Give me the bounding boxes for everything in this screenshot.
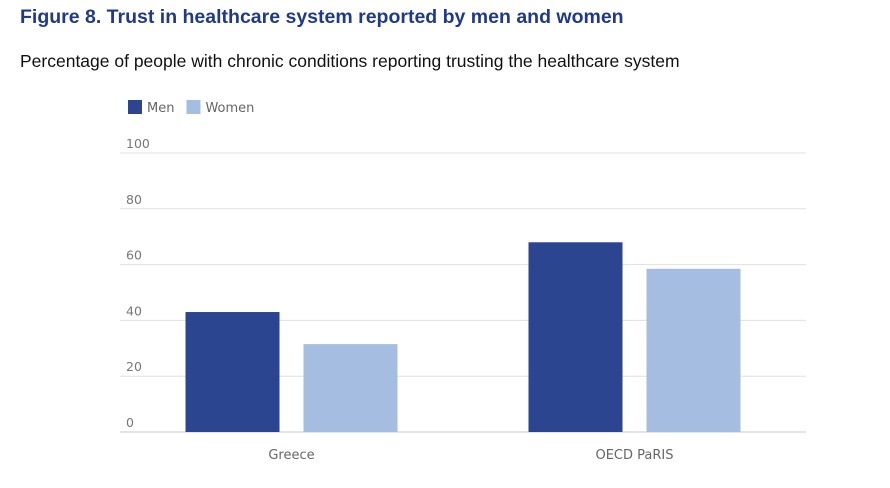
figure-subtitle: Percentage of people with chronic condit… xyxy=(20,51,680,71)
y-tick-label: 80 xyxy=(126,192,142,207)
legend-label-men: Men xyxy=(147,101,174,116)
figure-title: Figure 8. Trust in healthcare system rep… xyxy=(20,6,624,28)
y-tick-label: 20 xyxy=(126,359,142,374)
x-tick-label: Greece xyxy=(268,448,314,463)
bar-men-oecd-paris xyxy=(528,242,623,432)
legend: Men Women xyxy=(128,100,254,116)
x-tick-label: OECD PaRIS xyxy=(595,448,673,463)
y-tick-label: 40 xyxy=(126,303,142,318)
bars xyxy=(185,242,741,432)
bar-women-oecd-paris xyxy=(646,268,741,432)
bar-men-greece xyxy=(185,312,280,432)
legend-swatch-men xyxy=(128,100,142,114)
y-axis-ticks: 0 20 40 60 80 100 xyxy=(126,136,150,430)
y-tick-label: 0 xyxy=(126,415,134,430)
legend-label-women: Women xyxy=(205,101,254,116)
bar-women-greece xyxy=(303,344,398,432)
y-tick-label: 60 xyxy=(126,248,142,263)
legend-swatch-women xyxy=(186,100,201,114)
x-axis-ticks: Greece OECD PaRIS xyxy=(268,448,673,463)
y-tick-label: 100 xyxy=(126,136,150,151)
